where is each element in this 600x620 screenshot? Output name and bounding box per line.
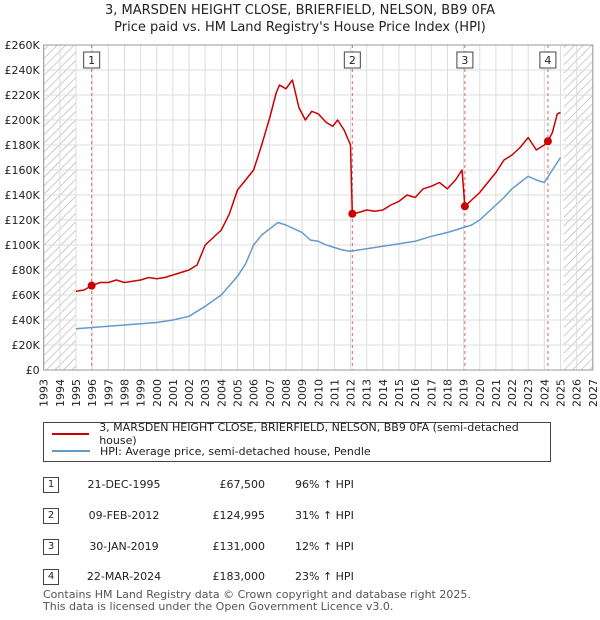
sale-hpi-change: 23% ↑ HPI — [295, 570, 354, 583]
y-tick-label: £220K — [4, 89, 40, 102]
y-tick-label: £80K — [11, 264, 40, 277]
sale-row: 2 09-FEB-2012 £124,995 31% ↑ HPI — [0, 506, 600, 526]
x-tick-label: 2004 — [215, 379, 228, 407]
sale-marker-box — [456, 51, 474, 69]
y-tick-label: £100K — [4, 239, 40, 252]
x-tick-label: 2025 — [555, 379, 568, 407]
y-tick-label: £0 — [26, 364, 40, 377]
y-tick-label: £40K — [11, 314, 40, 327]
footer-note: Contains HM Land Registry data © Crown c… — [43, 589, 471, 613]
y-tick-label: £200K — [4, 114, 40, 127]
sale-hpi-change: 96% ↑ HPI — [295, 478, 354, 491]
y-tick-label: £20K — [11, 339, 40, 352]
x-tick-label: 1996 — [86, 379, 99, 407]
sale-marker-box — [539, 51, 557, 69]
sale-number-box: 3 — [43, 539, 59, 555]
legend-swatch-hpi — [52, 450, 90, 452]
x-tick-label: 2010 — [312, 379, 325, 407]
y-tick-label: £140K — [4, 189, 40, 202]
chart-legend: 3, MARSDEN HEIGHT CLOSE, BRIERFIELD, NEL… — [43, 421, 551, 462]
chart-subtitle: Price paid vs. HM Land Registry's House … — [114, 20, 486, 35]
legend-label-property: 3, MARSDEN HEIGHT CLOSE, BRIERFIELD, NEL… — [99, 421, 519, 447]
sale-point — [87, 281, 96, 290]
y-tick-label: £160K — [4, 164, 40, 177]
sale-marker-label: 4 — [544, 54, 551, 67]
x-tick-label: 2027 — [587, 379, 600, 407]
sale-number-box: 2 — [43, 508, 59, 524]
sale-price: £183,000 — [212, 570, 266, 583]
x-tick-label: 2024 — [538, 379, 551, 407]
x-tick-label: 1997 — [102, 379, 115, 407]
x-tick-label: 2017 — [425, 379, 438, 407]
chart-title: 3, MARSDEN HEIGHT CLOSE, BRIERFIELD, NEL… — [105, 3, 495, 18]
sale-marker-label: 1 — [88, 54, 95, 67]
x-tick-label: 1998 — [118, 379, 131, 407]
x-tick-label: 2001 — [167, 379, 180, 407]
sale-row: 3 30-JAN-2019 £131,000 12% ↑ HPI — [0, 537, 600, 557]
property-price-line — [75, 79, 561, 293]
x-tick-label: 2012 — [345, 379, 358, 407]
sale-number-box: 4 — [43, 569, 59, 585]
legend-swatch-property — [52, 433, 90, 435]
x-tick-label: 2026 — [571, 379, 584, 407]
sale-point — [543, 137, 552, 146]
sale-date: 09-FEB-2012 — [88, 509, 160, 522]
footer-licence: This data is licensed under the Open Gov… — [43, 600, 394, 613]
y-tick-label: £240K — [4, 64, 40, 77]
x-tick-label: 1994 — [54, 379, 67, 407]
y-tick-label: £180K — [4, 139, 40, 152]
x-tick-label: 2022 — [506, 379, 519, 407]
legend-item-property: 3, MARSDEN HEIGHT CLOSE, BRIERFIELD, NEL… — [52, 421, 550, 447]
x-tick-label: 1995 — [70, 379, 83, 407]
sale-date: 22-MAR-2024 — [86, 570, 162, 583]
y-tick-label: £60K — [11, 289, 40, 302]
x-tick-label: 2020 — [474, 379, 487, 407]
x-tick-label: 2003 — [199, 379, 212, 407]
x-tick-label: 1993 — [38, 379, 51, 407]
sale-marker-box — [83, 51, 101, 69]
footer-copyright: Contains HM Land Registry data © Crown c… — [43, 588, 471, 601]
sale-date: 21-DEC-1995 — [87, 478, 161, 491]
sale-row: 4 22-MAR-2024 £183,000 23% ↑ HPI — [0, 567, 600, 587]
x-tick-label: 2014 — [377, 379, 390, 407]
sale-price: £67,500 — [219, 478, 266, 491]
sale-hpi-change: 12% ↑ HPI — [295, 540, 354, 553]
x-tick-label: 2000 — [151, 379, 164, 407]
sale-date: 30-JAN-2019 — [89, 540, 159, 553]
sale-point — [460, 202, 469, 211]
x-tick-label: 2018 — [441, 379, 454, 407]
x-tick-label: 2009 — [296, 379, 309, 407]
sale-price: £131,000 — [212, 540, 266, 553]
x-tick-label: 2013 — [361, 379, 374, 407]
sale-marker-label: 3 — [461, 54, 468, 67]
sale-row: 1 21-DEC-1995 £67,500 96% ↑ HPI — [0, 475, 600, 495]
sale-marker-label: 2 — [349, 54, 356, 67]
x-tick-label: 2008 — [280, 379, 293, 407]
hpi-line — [75, 157, 562, 330]
y-tick-label: £120K — [4, 214, 40, 227]
plot-frame — [43, 44, 594, 371]
x-tick-label: 2005 — [232, 379, 245, 407]
x-tick-label: 2015 — [393, 379, 406, 407]
x-tick-label: 2023 — [522, 379, 535, 407]
legend-item-hpi: HPI: Average price, semi-detached house,… — [52, 443, 371, 459]
x-tick-label: 2019 — [458, 379, 471, 407]
hatched-region — [563, 45, 593, 370]
sale-hpi-change: 31% ↑ HPI — [295, 509, 354, 522]
x-tick-label: 2002 — [183, 379, 196, 407]
x-tick-label: 2011 — [328, 379, 341, 407]
x-tick-label: 2006 — [248, 379, 261, 407]
y-tick-label: £260K — [4, 39, 40, 52]
x-tick-label: 2007 — [264, 379, 277, 407]
x-tick-label: 2021 — [490, 379, 503, 407]
legend-label-hpi: HPI: Average price, semi-detached house,… — [100, 444, 371, 458]
sale-point — [348, 209, 357, 218]
sale-marker-box — [343, 51, 361, 69]
sale-number-box: 1 — [43, 477, 59, 493]
sale-price: £124,995 — [212, 509, 266, 522]
x-tick-label: 2016 — [409, 379, 422, 407]
x-tick-label: 1999 — [135, 379, 148, 407]
